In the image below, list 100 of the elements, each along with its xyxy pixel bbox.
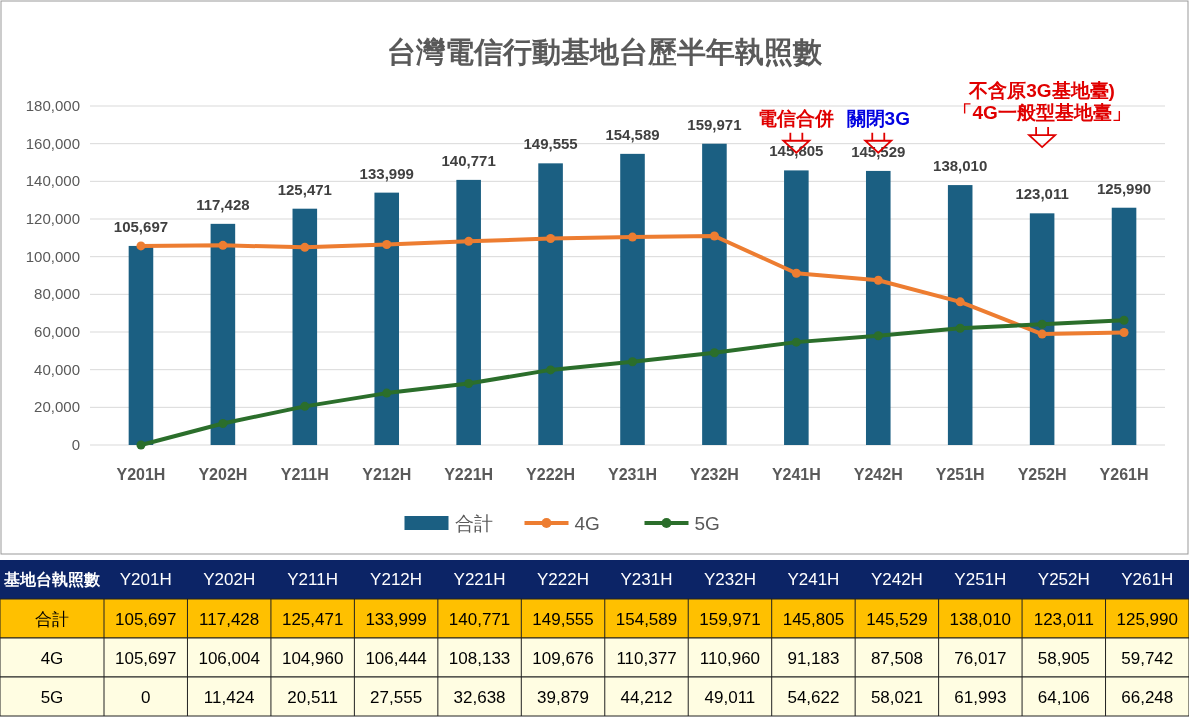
text: 149,555 xyxy=(523,135,578,153)
bar xyxy=(210,223,236,445)
bar xyxy=(456,179,481,445)
point xyxy=(300,401,310,411)
point xyxy=(1037,329,1047,339)
data-label: 64,106 xyxy=(1037,688,1090,707)
category-label: Y202H xyxy=(203,570,256,589)
bar xyxy=(374,192,400,445)
category-label: Y252H xyxy=(1037,570,1090,589)
data-label: 0 xyxy=(141,688,151,707)
point xyxy=(628,232,637,242)
x-tick-label: Y201H xyxy=(116,466,166,483)
bar xyxy=(865,170,891,445)
data-label: 106,444 xyxy=(365,649,427,668)
category-label: Y241H xyxy=(787,570,840,589)
data-label: 61,993 xyxy=(954,688,1007,707)
x-tick-label: Y251H xyxy=(935,466,985,483)
data-label: 58,905 xyxy=(1037,649,1090,668)
text: 4G xyxy=(40,649,64,668)
data-label: 58,021 xyxy=(870,688,923,707)
text: 125,990 xyxy=(1096,179,1152,197)
bar xyxy=(1029,213,1055,445)
bar xyxy=(1111,207,1137,445)
point xyxy=(464,236,474,246)
text: 145,805 xyxy=(769,142,824,160)
point xyxy=(873,331,883,341)
x-tick-label: Y202H xyxy=(198,466,248,483)
point xyxy=(300,242,310,252)
legend-label: 合計 xyxy=(454,513,493,534)
bar xyxy=(702,143,727,445)
data-label: 133,999 xyxy=(365,610,427,629)
data-label: 11,424 xyxy=(203,688,255,707)
text: 105,697 xyxy=(113,217,169,235)
text: 基地台執照數 xyxy=(3,571,101,589)
text: 154,589 xyxy=(605,125,660,143)
data-label: 109,676 xyxy=(532,649,594,668)
data-label: 138,010 xyxy=(949,610,1012,629)
bar xyxy=(947,185,973,445)
annotation: 不含原3G基地臺) 「4G一般型基地臺」 xyxy=(953,80,1131,124)
text: 123,011 xyxy=(1015,185,1069,203)
x-tick-label: Y222H xyxy=(526,466,576,483)
y-tick-label: 160,000 xyxy=(25,134,80,152)
bar xyxy=(784,170,809,445)
data-label: 149,555 xyxy=(532,610,594,629)
data-label: 125,471 xyxy=(281,610,344,629)
point xyxy=(546,365,556,375)
bar xyxy=(538,163,563,445)
data-label: 54,622 xyxy=(787,688,840,707)
category-label: Y221H xyxy=(453,570,506,589)
point xyxy=(546,233,556,243)
data-label: 110,960 xyxy=(699,649,761,668)
x-tick-label: Y261H xyxy=(1099,466,1149,483)
x-tick-label: Y211H xyxy=(280,466,329,483)
category-label: Y222H xyxy=(537,570,590,589)
point xyxy=(218,418,228,428)
y-tick-label: 180,000 xyxy=(25,97,80,114)
y-tick-label: 140,000 xyxy=(25,172,80,190)
data-label: 106,004 xyxy=(198,649,260,668)
chart-title: 台灣電信行動基地台歷半年執照數 xyxy=(387,36,823,68)
data-label: 159,971 xyxy=(699,610,761,629)
point xyxy=(382,240,392,250)
data-label: 140,771 xyxy=(448,610,511,629)
data-label: 123,011 xyxy=(1033,610,1094,629)
text: 125,471 xyxy=(277,180,332,198)
point xyxy=(464,379,474,389)
x-tick-label: Y221H xyxy=(444,466,494,483)
text: 133,999 xyxy=(359,164,414,182)
category-label: Y242H xyxy=(870,570,923,589)
text: 138,010 xyxy=(933,157,988,175)
data-label: 91,183 xyxy=(787,649,840,668)
point xyxy=(1037,319,1047,329)
point xyxy=(873,275,883,285)
point xyxy=(628,357,637,367)
data-label: 27,555 xyxy=(370,688,423,707)
text: 159,971 xyxy=(687,115,742,133)
data-label: 145,529 xyxy=(866,610,928,629)
text: 5G xyxy=(40,688,64,707)
data-label: 76,017 xyxy=(954,649,1007,668)
y-tick-label: 0 xyxy=(71,436,80,453)
point xyxy=(709,348,719,358)
point xyxy=(382,388,392,398)
x-tick-label: Y252H xyxy=(1017,466,1067,483)
data-label: 104,960 xyxy=(281,649,344,668)
text: 140,771 xyxy=(441,151,496,169)
category-label: Y251H xyxy=(954,570,1007,589)
data-label: 59,742 xyxy=(1121,649,1174,668)
y-tick-label: 40,000 xyxy=(34,360,80,378)
point xyxy=(709,231,719,241)
bar xyxy=(292,208,318,445)
data-label: 145,805 xyxy=(782,610,845,629)
data-label: 105,697 xyxy=(115,610,177,629)
data-label: 117,428 xyxy=(199,610,260,629)
data-label: 20,511 xyxy=(287,688,339,707)
data-label: 49,011 xyxy=(704,688,756,707)
text: 合計 xyxy=(35,610,69,629)
point xyxy=(1119,327,1129,337)
text: 145,529 xyxy=(851,142,906,160)
x-tick-label: Y232H xyxy=(689,466,739,483)
point xyxy=(955,323,965,333)
y-tick-label: 20,000 xyxy=(34,398,80,416)
